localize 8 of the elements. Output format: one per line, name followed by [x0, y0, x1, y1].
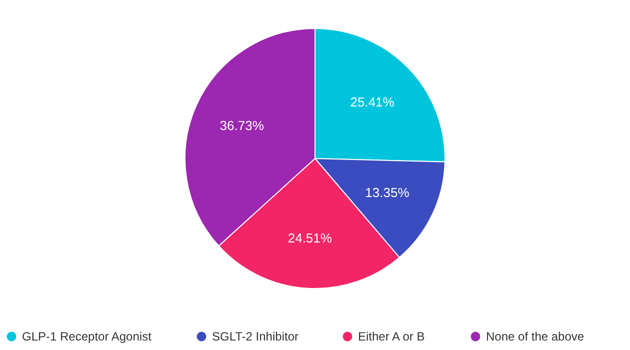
- legend-label: Either A or B: [358, 330, 425, 344]
- legend-label: SGLT-2 Inhibitor: [212, 330, 298, 344]
- data-label: 25.41%: [350, 94, 395, 110]
- data-label: 13.35%: [365, 184, 410, 200]
- data-label: 36.73%: [220, 118, 264, 134]
- data-label: 24.51%: [288, 230, 332, 246]
- legend-label: GLP-1 Receptor Agonist: [22, 330, 152, 344]
- legend-label: None of the above: [486, 330, 584, 344]
